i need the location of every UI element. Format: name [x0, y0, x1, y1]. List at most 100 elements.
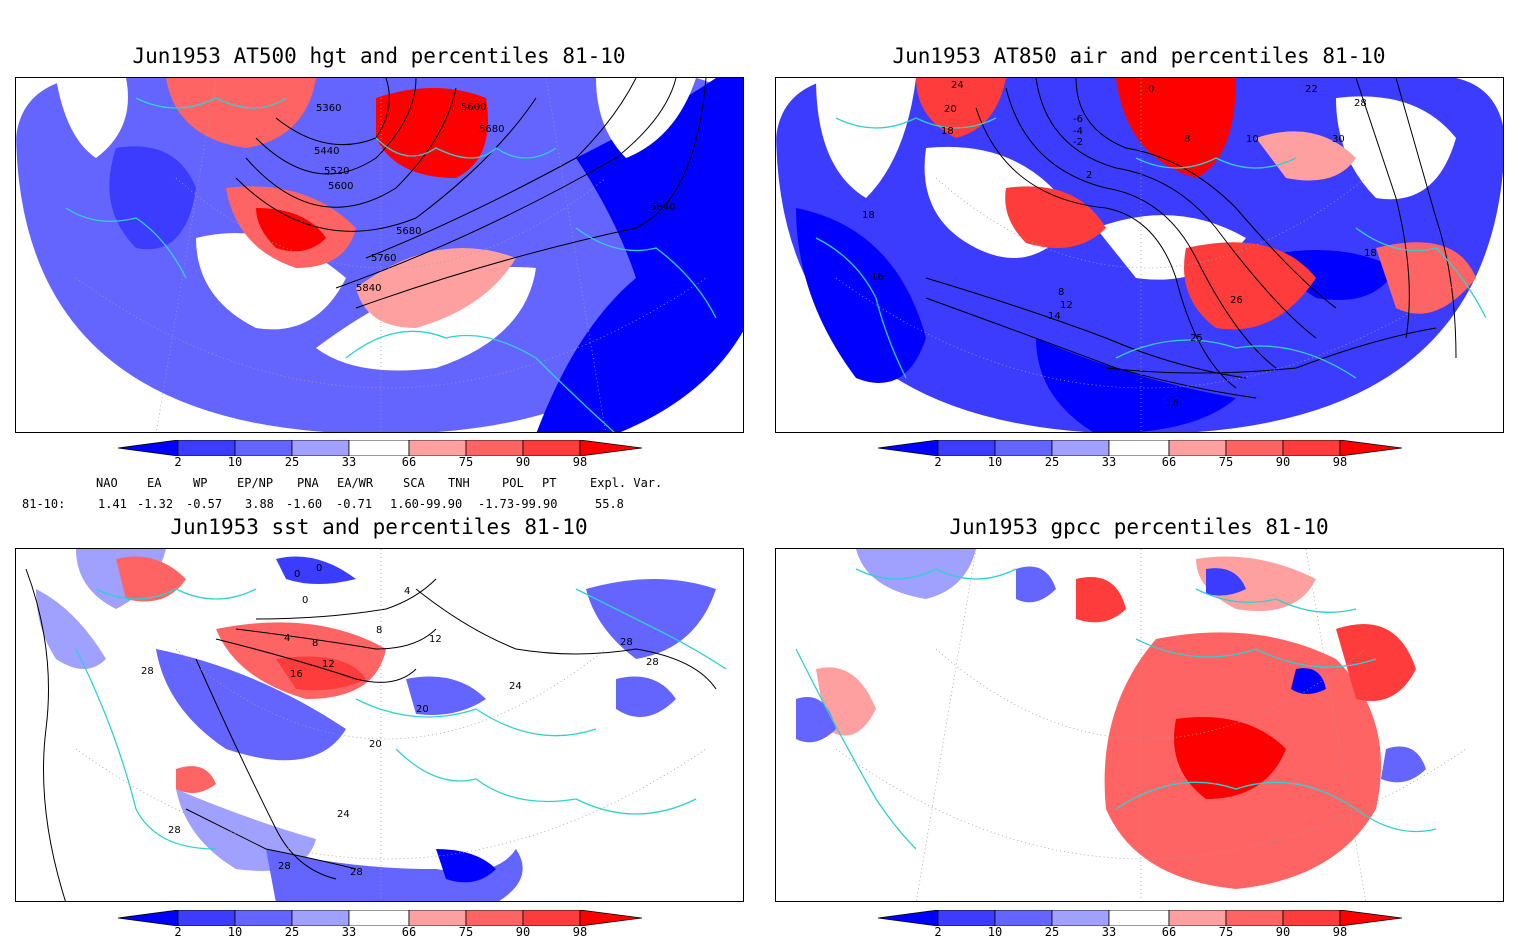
index-header: WP [193, 476, 208, 490]
anomaly-region [1206, 568, 1246, 596]
anomaly-region [56, 78, 128, 158]
anomaly-region [616, 676, 676, 717]
colorbar-svg [877, 439, 1403, 457]
anomaly-region [856, 549, 976, 599]
anomaly-region [356, 248, 516, 328]
colorbar-segment [408, 439, 467, 457]
colorbar-tick-label: 2 [934, 925, 942, 939]
contour-line [1355, 78, 1410, 339]
coastline [1195, 588, 1357, 613]
colorbar-gpcc: 2 10 25 33 66 75 90 98 [877, 909, 1403, 940]
contour-label: 28 [278, 861, 291, 872]
coastline [75, 648, 217, 850]
contour-line [975, 107, 1237, 389]
colorbar-segment [234, 909, 293, 927]
index-header: SCA [403, 476, 425, 490]
contour-label: 28 [1354, 98, 1367, 109]
colorbar-tick-label: 10 [227, 925, 243, 939]
colorbar-segment [1108, 439, 1170, 457]
contour-label: 24 [337, 809, 350, 820]
contour-line [925, 277, 1247, 379]
contour-line [1395, 78, 1457, 359]
panel-title-sst: Jun1953 sst and percentiles 81-10 [170, 515, 588, 539]
coastline [355, 698, 597, 737]
anomaly-region [1016, 566, 1056, 603]
contour-label: 28 [141, 666, 154, 677]
colorbar-tick-label: 75 [1218, 455, 1234, 469]
coastline [815, 237, 907, 379]
contour-label: 16 [1166, 398, 1179, 409]
anomaly-region [1336, 96, 1456, 200]
colorbar-segment [579, 439, 643, 457]
anomaly-region [1036, 338, 1236, 432]
colorbar-segment [1282, 909, 1341, 927]
contour-label: 28 [620, 637, 633, 648]
colorbar-tick-label: 75 [458, 925, 474, 939]
anomaly-region [1256, 131, 1356, 181]
anomaly-region [1005, 186, 1106, 248]
contour-line [25, 568, 66, 901]
coastline [1115, 781, 1437, 833]
contour-label: 5760 [371, 253, 396, 264]
coastline [1135, 638, 1377, 668]
index-value: 1.60-99.90 [390, 497, 463, 511]
anomaly-region [266, 849, 523, 901]
colorbar-segment [1282, 439, 1341, 457]
colorbar-segment [1168, 909, 1227, 927]
contour-label: -2 [1073, 137, 1083, 148]
colorbar-segment [177, 909, 236, 927]
contour-line [925, 297, 1257, 399]
colorbar-segment [1168, 439, 1227, 457]
coastline [1135, 157, 1297, 169]
coastline [795, 648, 917, 850]
anomaly-region [406, 676, 486, 715]
contour-label: 26 [1230, 295, 1243, 306]
index-header: EA/WR [337, 476, 374, 490]
anomaly-region [536, 78, 743, 432]
colorbar-tick-label: 25 [1044, 455, 1060, 469]
anomaly-region [1336, 624, 1416, 701]
coastline [395, 748, 697, 815]
anomaly-region [176, 789, 316, 871]
index-header: PT [542, 476, 557, 490]
contour-label: 5680 [396, 226, 421, 237]
colorbar-tick-label: 25 [284, 925, 300, 939]
colorbar-tick-label: 10 [987, 455, 1003, 469]
contour-line [185, 808, 357, 870]
contour-label: 0 [1148, 84, 1154, 95]
index-header: EA [147, 476, 162, 490]
index-value: 55.8 [595, 497, 624, 511]
contour-label: 20 [369, 739, 382, 750]
contour-label: 28 [168, 825, 181, 836]
colorbar-tick-label: 90 [1275, 925, 1291, 939]
contour-label: 12 [1060, 300, 1073, 311]
contour-line [335, 78, 677, 289]
map-air850: 24 20 18 0 -6 -4 -2 2 8 10 22 28 30 18 1… [776, 78, 1503, 432]
contour-label: -4 [1073, 126, 1083, 137]
colorbar-svg [117, 439, 643, 457]
colorbar-tick-label: 98 [1332, 455, 1348, 469]
colorbar-sst: 2 10 25 33 66 75 90 98 [117, 909, 643, 940]
colorbar-segment [1225, 909, 1284, 927]
colorbar-segment [937, 439, 996, 457]
contour-line [1005, 87, 1277, 369]
colorbar-tick-label: 98 [572, 925, 588, 939]
graticule-line [545, 78, 607, 432]
index-header: NAO [96, 476, 118, 490]
colorbar-tick-label: 66 [401, 455, 417, 469]
colorbar-tick-label: 90 [1275, 455, 1291, 469]
index-value: 1.41 [98, 497, 127, 511]
colorbar-segment [291, 909, 350, 927]
map-hgt500: 5360 5440 5520 5600 5760 5840 5600 5680 … [16, 78, 743, 432]
contour-label: 24 [509, 681, 522, 692]
contour-label: 24 [951, 80, 964, 91]
contour-label: 16 [290, 669, 303, 680]
panel-title-hgt500: Jun1953 AT500 hgt and percentiles 81-10 [132, 44, 626, 68]
colorbar-segment [348, 439, 410, 457]
contour-line [1105, 327, 1437, 374]
colorbar-tick-label: 75 [458, 455, 474, 469]
anomaly-region [1116, 78, 1236, 178]
index-header: EP/NP [237, 476, 274, 490]
colorbar-segment [522, 909, 581, 927]
panel-title-air850: Jun1953 AT850 air and percentiles 81-10 [892, 44, 1386, 68]
